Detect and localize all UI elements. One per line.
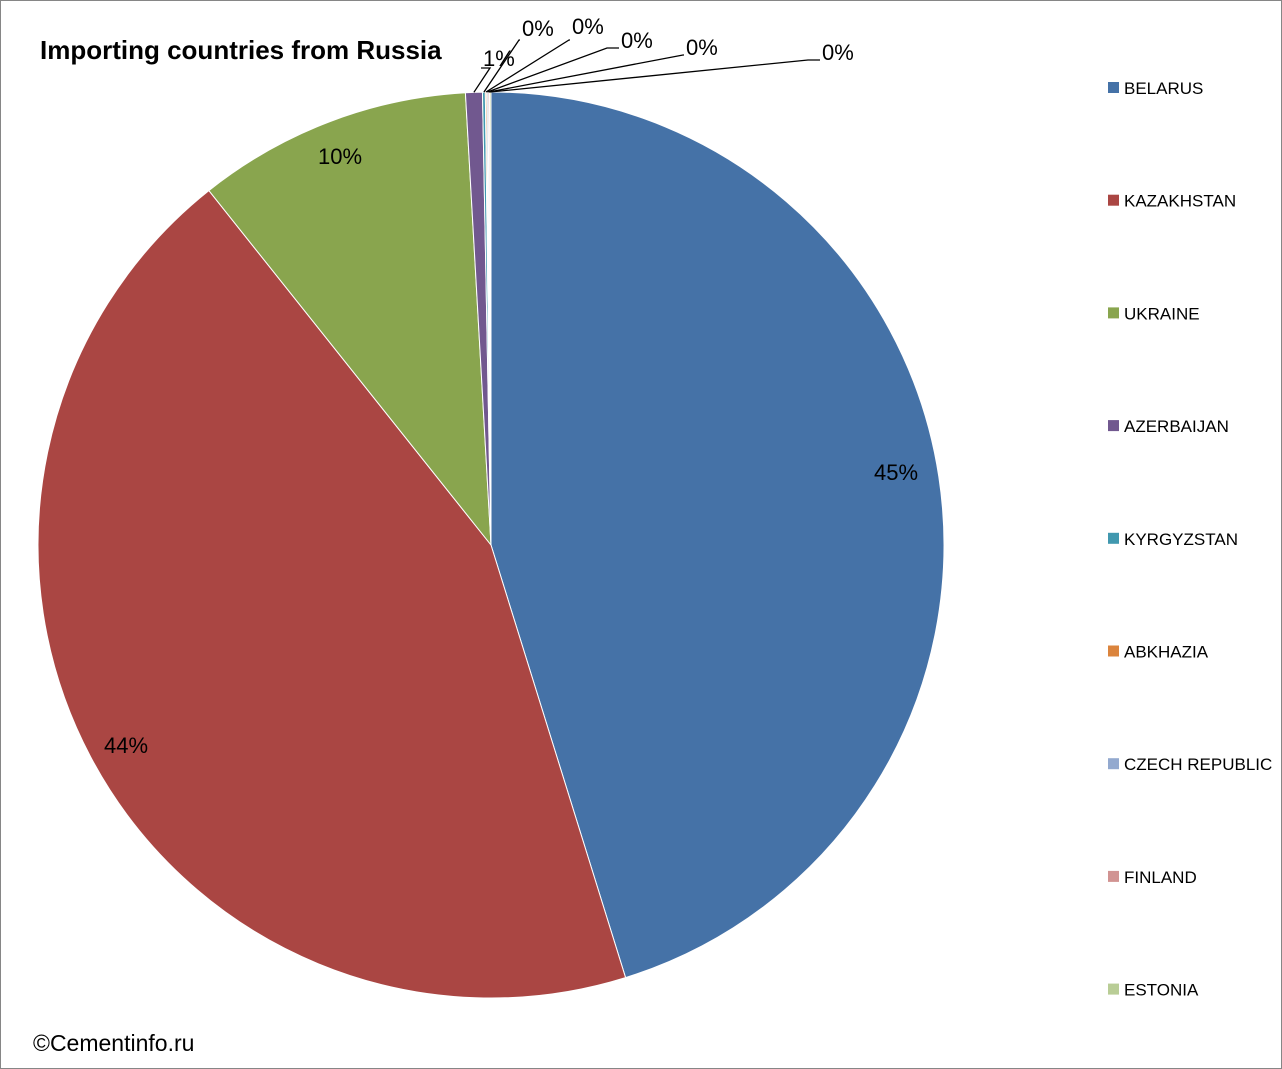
leader-line-abkhazia xyxy=(485,39,570,93)
legend-label-estonia: ESTONIA xyxy=(1124,981,1199,1000)
legend: BELARUS KAZAKHSTAN UKRAINE AZERBAIJAN KYRGYZ… xyxy=(1108,79,1272,1000)
legend-label-kyrgyzstan: KYRGYZSTAN xyxy=(1124,530,1238,549)
legend-swatch-czech-republic xyxy=(1108,758,1119,770)
data-label-kazakhstan: 44% xyxy=(104,733,148,758)
leader-line-finland xyxy=(488,54,684,93)
leader-line-estonia xyxy=(490,59,820,93)
legend-swatch-finland xyxy=(1108,870,1119,882)
legend-swatch-ukraine xyxy=(1108,307,1119,319)
legend-label-ukraine: UKRAINE xyxy=(1124,304,1200,323)
data-labels: 45% 44% 10% 1% 0% 0% 0% 0% 0% xyxy=(104,14,918,758)
pie-slices xyxy=(37,91,945,999)
legend-label-czech-republic: CZECH REPUBLIC xyxy=(1124,755,1272,774)
legend-swatch-azerbaijan xyxy=(1108,420,1119,432)
pie-slice-kazakhstan xyxy=(37,189,627,999)
legend-label-kazakhstan: KAZAKHSTAN xyxy=(1124,192,1236,211)
data-label-finland: 0% xyxy=(686,35,718,60)
pie-slice-belarus xyxy=(490,91,945,979)
credit-text: ©Cementinfo.ru xyxy=(33,1030,194,1056)
legend-swatch-kyrgyzstan xyxy=(1108,532,1119,544)
legend-swatch-belarus xyxy=(1108,82,1119,93)
legend-swatch-estonia xyxy=(1108,983,1119,995)
leader-line-czech-republic xyxy=(487,47,619,93)
legend-label-azerbaijan: AZERBAIJAN xyxy=(1124,417,1229,436)
data-label-abkhazia: 0% xyxy=(572,14,604,39)
data-label-belarus: 45% xyxy=(874,460,918,485)
leader-line-kyrgyzstan xyxy=(483,39,520,93)
leader-line-azerbaijan xyxy=(473,67,492,93)
data-label-azerbaijan: 1% xyxy=(483,46,515,71)
data-label-estonia: 0% xyxy=(822,40,854,65)
legend-swatch-abkhazia xyxy=(1108,645,1119,657)
leader-lines xyxy=(473,39,820,93)
data-label-ukraine: 10% xyxy=(318,144,362,169)
legend-label-belarus: BELARUS xyxy=(1124,79,1203,98)
legend-swatch-kazakhstan xyxy=(1108,194,1119,206)
chart-title: Importing countries from Russia xyxy=(40,35,442,65)
legend-label-abkhazia: ABKHAZIA xyxy=(1124,643,1209,662)
legend-label-finland: FINLAND xyxy=(1124,868,1197,887)
data-label-kyrgyzstan: 0% xyxy=(522,16,554,41)
data-label-czech-republic: 0% xyxy=(621,28,653,53)
pie-slice-ukraine xyxy=(208,92,492,547)
